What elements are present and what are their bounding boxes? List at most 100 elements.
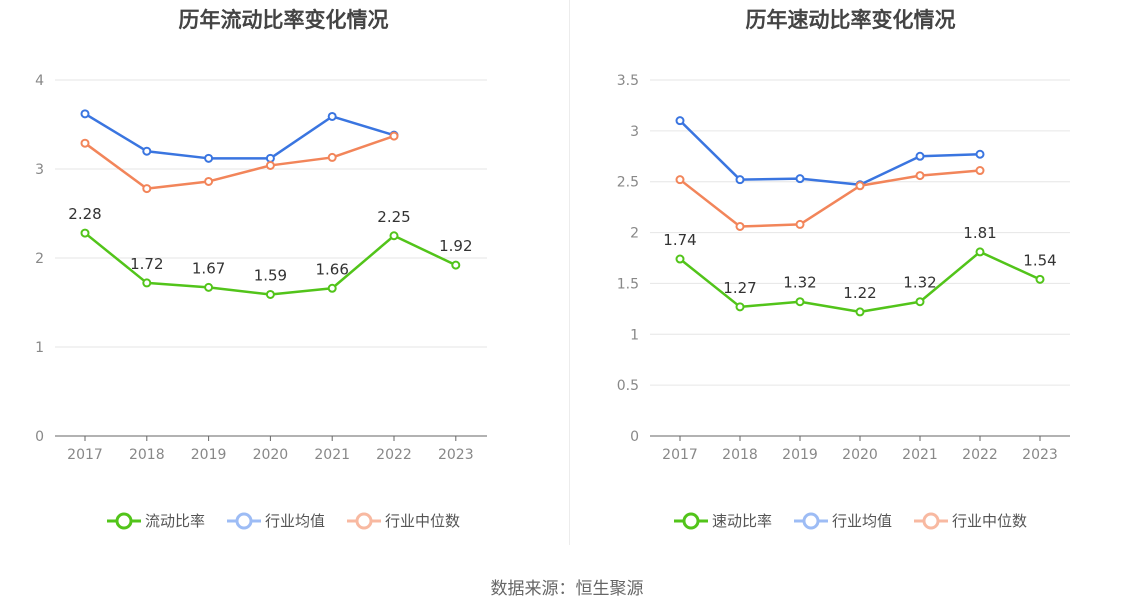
data-label: 1.22 [843, 284, 876, 302]
legend-swatch-icon [226, 512, 261, 529]
x-tick-label: 2021 [314, 447, 350, 463]
y-tick-label: 1.5 [617, 276, 639, 292]
data-source-note: 数据来源：恒生聚源 [490, 579, 644, 599]
y-tick-label: 2 [35, 251, 44, 267]
data-label: 1.32 [903, 274, 936, 292]
data-label: 1.27 [723, 279, 756, 297]
data-point-ratio [80, 228, 90, 238]
data-point-ratio [975, 247, 985, 257]
x-tick-label: 2020 [842, 447, 878, 463]
chart-panel-current-ratio: 历年流动比率变化情况 0 1 2 3 4 2017 2018 2019 2020 2021 2022… [0, 0, 567, 545]
data-point-industry-median [204, 176, 214, 186]
series-line-industry-median [84, 134, 395, 190]
x-tick-label: 2019 [782, 447, 818, 463]
data-point-ratio [735, 302, 745, 312]
data-point-industry-median [389, 131, 399, 141]
data-point-industry-mean [265, 153, 275, 163]
chart-panel-quick-ratio: 历年速动比率变化情况 0 0.5 1 1.5 2 2.5 3 3.5 2017 2018 2019 2… [567, 0, 1134, 545]
y-tick-label: 4 [35, 73, 44, 89]
legend-swatch-icon [347, 512, 381, 529]
data-point-industry-mean [675, 116, 685, 126]
data-point-industry-median [975, 166, 985, 176]
data-point-ratio [204, 282, 214, 292]
legend-item-current-ratio[interactable]: 流动比率 [106, 510, 205, 531]
x-tick-label: 2018 [722, 447, 758, 463]
data-point-industry-median [915, 171, 925, 181]
legend-label: 流动比率 [144, 512, 205, 530]
data-label: 1.32 [783, 274, 816, 292]
y-tick-label: 0 [35, 429, 44, 445]
x-tick-label: 2021 [902, 447, 938, 463]
legend-item-industry-median[interactable]: 行业中位数 [914, 510, 1027, 531]
legend-label: 行业中位数 [952, 512, 1028, 530]
series-line-industry-mean [679, 119, 981, 187]
data-point-industry-median [675, 175, 685, 185]
x-tick-label: 2018 [129, 447, 165, 463]
data-point-ratio [915, 297, 925, 307]
data-point-industry-mean [735, 175, 745, 185]
data-point-industry-median [735, 221, 745, 231]
y-tick-label: 3.5 [617, 73, 639, 89]
data-label: 2.25 [377, 208, 410, 226]
data-point-industry-median [80, 138, 90, 148]
data-label: 1.72 [130, 255, 163, 273]
y-tick-label: 2.5 [617, 175, 639, 191]
data-label: 1.81 [963, 224, 996, 242]
data-point-industry-median [855, 181, 865, 191]
data-point-industry-mean [80, 109, 90, 119]
data-label: 1.54 [1023, 251, 1056, 269]
series-line-industry-median [679, 169, 981, 228]
chart-legend: 流动比率 行业均值 行业中位数 [0, 510, 567, 531]
data-point-industry-median [142, 184, 152, 194]
data-point-ratio [389, 231, 399, 241]
x-tick-label: 2020 [253, 447, 289, 463]
legend-swatch-icon [106, 512, 141, 529]
legend-label: 行业中位数 [385, 512, 461, 530]
x-tick-label: 2023 [438, 447, 474, 463]
x-tick-label: 2022 [376, 447, 412, 463]
y-tick-label: 3 [630, 124, 639, 140]
data-point-ratio [327, 283, 337, 293]
data-label: 1.67 [192, 259, 225, 277]
legend-item-industry-median[interactable]: 行业中位数 [347, 510, 460, 531]
x-tick-label: 2022 [962, 447, 998, 463]
data-point-ratio [795, 297, 805, 307]
data-point-industry-mean [975, 149, 985, 159]
data-point-ratio [451, 260, 461, 270]
data-point-ratio [1035, 274, 1045, 284]
data-point-industry-mean [204, 153, 214, 163]
panel-divider [569, 0, 570, 545]
y-tick-label: 1 [630, 327, 639, 343]
legend-swatch-icon [673, 512, 708, 529]
data-point-ratio [142, 278, 152, 288]
chart-plot-current-ratio: 0 1 2 3 4 2017 2018 2019 2020 2021 2022 2023 2.28 1.7… [35, 73, 487, 463]
data-label: 2.28 [68, 205, 101, 223]
legend-item-industry-mean[interactable]: 行业均值 [793, 510, 892, 531]
legend-item-quick-ratio[interactable]: 速动比率 [673, 510, 772, 531]
data-point-ratio [265, 289, 275, 299]
legend-item-industry-mean[interactable]: 行业均值 [226, 510, 325, 531]
legend-label: 行业均值 [831, 512, 892, 530]
data-point-industry-mean [142, 146, 152, 156]
data-point-industry-median [327, 152, 337, 162]
data-point-ratio [675, 254, 685, 264]
chart-title: 历年速动比率变化情况 [745, 8, 956, 32]
legend-label: 行业均值 [264, 512, 325, 530]
legend-label: 速动比率 [711, 512, 772, 530]
data-point-industry-mean [915, 151, 925, 161]
data-point-ratio [855, 307, 865, 317]
y-tick-label: 3 [35, 162, 44, 178]
x-tick-label: 2017 [67, 447, 103, 463]
legend-swatch-icon [914, 512, 948, 529]
y-tick-label: 0 [630, 429, 639, 445]
data-point-industry-mean [327, 111, 337, 121]
data-point-industry-median [795, 219, 805, 229]
x-tick-label: 2023 [1022, 447, 1058, 463]
chart-legend: 速动比率 行业均值 行业中位数 [567, 510, 1134, 531]
legend-swatch-icon [793, 512, 828, 529]
x-tick-label: 2017 [662, 447, 698, 463]
y-tick-label: 1 [35, 340, 44, 356]
data-label: 1.74 [663, 231, 696, 249]
y-tick-label: 2 [630, 226, 639, 242]
data-point-industry-mean [795, 174, 805, 184]
